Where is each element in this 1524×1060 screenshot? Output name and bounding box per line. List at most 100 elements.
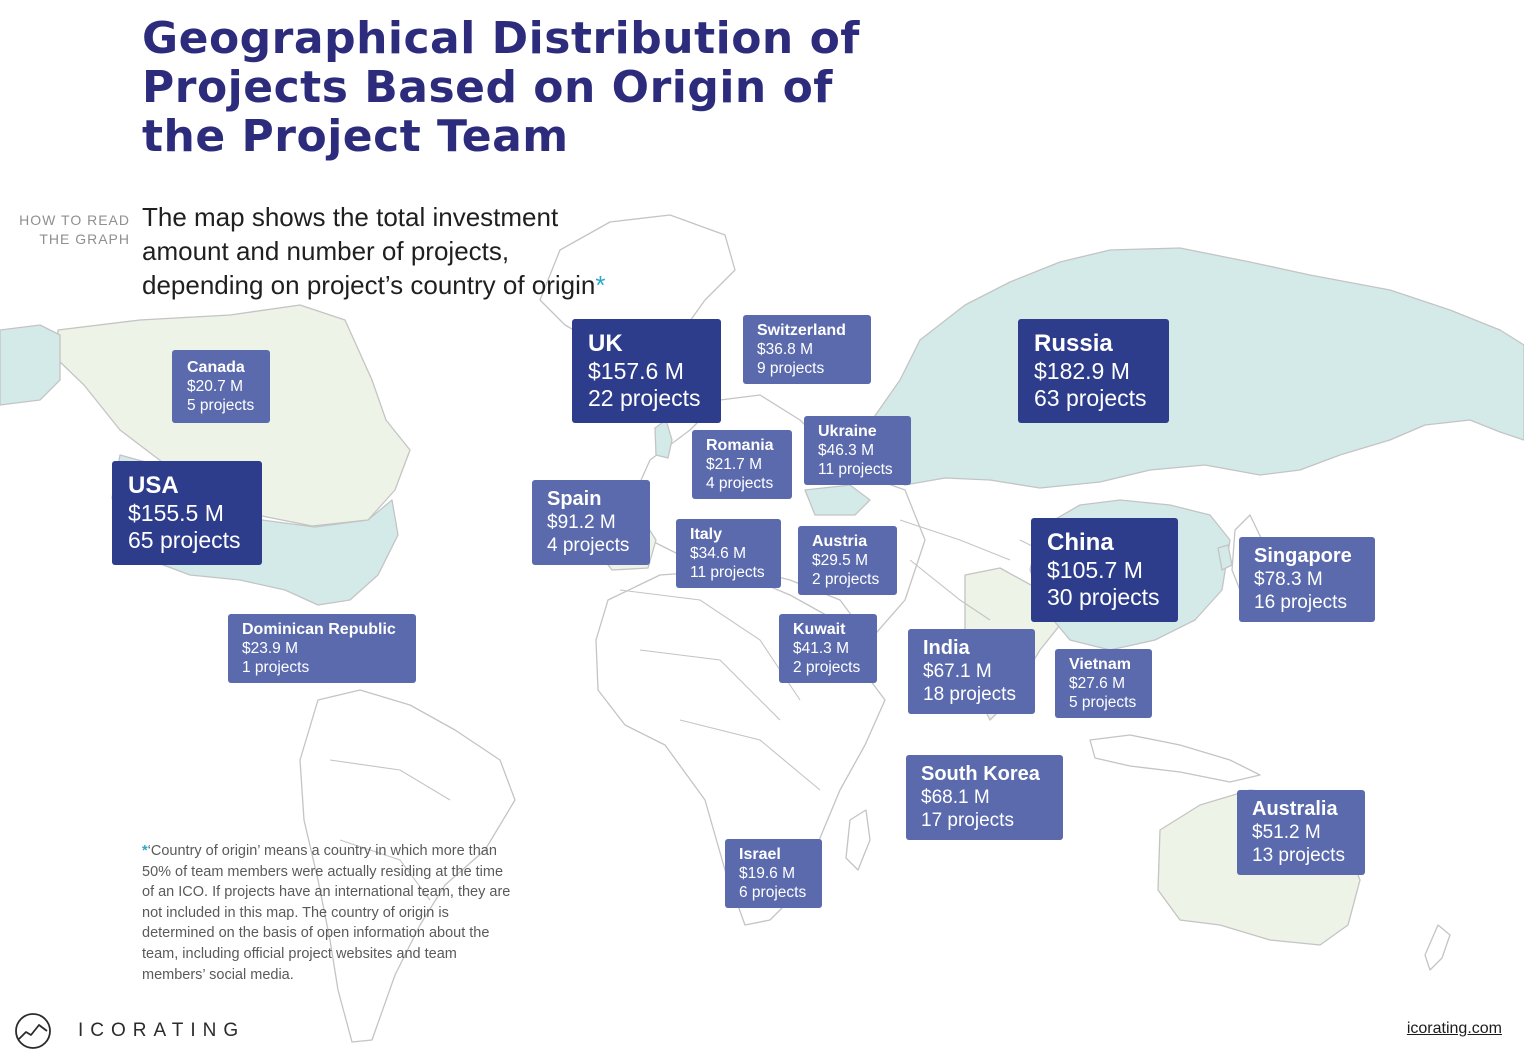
callout-australia: Australia $51.2 M 13 projects — [1237, 790, 1365, 875]
footnote: *‘Country of origin’ means a country in … — [142, 841, 512, 985]
footnote-text: ‘Country of origin’ means a country in w… — [142, 843, 511, 983]
country-name: UK — [588, 330, 623, 357]
country-projects: 4 projects — [547, 535, 630, 556]
callout-india: India $67.1 M 18 projects — [908, 629, 1035, 714]
country-projects: 63 projects — [1034, 385, 1147, 411]
country-name: Spain — [547, 488, 602, 510]
indonesia-shape — [1089, 734, 1261, 783]
callout-uk: UK $157.6 M 22 projects — [572, 319, 721, 423]
russia-shape — [861, 247, 1524, 489]
callout-kuwait: Kuwait $41.3 M 2 projects — [779, 614, 877, 683]
intro-text: The map shows the total investment amoun… — [142, 200, 612, 302]
country-name: Canada — [187, 359, 245, 376]
country-name: China — [1047, 529, 1114, 556]
south-america-shape — [299, 689, 516, 1043]
country-projects: 11 projects — [690, 564, 765, 581]
country-projects: 22 projects — [588, 385, 701, 411]
alaska-shape — [0, 324, 61, 406]
border-line-9 — [909, 559, 991, 621]
country-projects: 4 projects — [706, 475, 774, 492]
country-name: South Korea — [921, 763, 1040, 785]
country-amount: $105.7 M — [1047, 557, 1143, 583]
country-amount: $155.5 M — [128, 500, 224, 526]
border-line-6 — [899, 519, 1011, 561]
country-amount: $182.9 M — [1034, 358, 1130, 384]
new-zealand-shape — [1424, 924, 1451, 971]
callout-south-korea: South Korea $68.1 M 17 projects — [906, 755, 1063, 840]
country-name: USA — [128, 472, 179, 499]
country-projects: 5 projects — [1069, 694, 1137, 711]
country-name: Russia — [1034, 330, 1113, 357]
country-name: Australia — [1252, 798, 1338, 820]
icorating-logo-icon — [15, 1013, 51, 1049]
uk-shape — [654, 419, 673, 459]
country-projects: 9 projects — [757, 360, 825, 377]
callout-canada: Canada $20.7 M 5 projects — [172, 350, 270, 423]
south-korea-shape — [1217, 544, 1233, 571]
callout-russia: Russia $182.9 M 63 projects — [1018, 319, 1169, 423]
footnote-asterisk: * — [142, 843, 148, 859]
callout-dominican-republic: Dominican Republic $23.9 M 1 projects — [228, 614, 416, 683]
callout-china: China $105.7 M 30 projects — [1031, 518, 1178, 622]
border-line-3 — [679, 719, 821, 791]
border-line-5 — [339, 839, 431, 901]
country-projects: 18 projects — [923, 684, 1016, 705]
how-to-read-label: HOW TO READ THE GRAPH — [19, 212, 130, 247]
country-projects: 65 projects — [128, 527, 241, 553]
callout-romania: Romania $21.7 M 4 projects — [692, 430, 792, 499]
callout-ukraine: Ukraine $46.3 M 11 projects — [804, 416, 911, 485]
border-line-2 — [639, 649, 781, 721]
country-projects: 5 projects — [187, 397, 255, 414]
country-amount: $29.5 M — [812, 552, 869, 569]
country-name: Dominican Republic — [242, 621, 396, 638]
country-amount: $41.3 M — [793, 640, 850, 657]
intro-asterisk: * — [595, 270, 606, 300]
callout-austria: Austria $29.5 M 2 projects — [798, 526, 897, 595]
callout-israel: Israel $19.6 M 6 projects — [725, 839, 822, 908]
country-amount: $51.2 M — [1252, 822, 1321, 843]
country-name: Italy — [690, 526, 723, 543]
page-title: Geographical Distribution of Projects Ba… — [142, 13, 860, 162]
country-name: Switzerland — [757, 322, 846, 339]
country-amount: $67.1 M — [923, 661, 992, 682]
country-name: Israel — [739, 846, 781, 863]
country-projects: 13 projects — [1252, 845, 1345, 866]
country-amount: $68.1 M — [921, 787, 990, 808]
country-projects: 30 projects — [1047, 584, 1160, 610]
brand-logo: ICORATING — [14, 1012, 244, 1052]
country-name: Austria — [812, 533, 868, 550]
country-name: Ukraine — [818, 423, 877, 440]
country-amount: $46.3 M — [818, 442, 875, 459]
country-projects: 2 projects — [793, 659, 861, 676]
country-amount: $27.6 M — [1069, 675, 1126, 692]
intro-body: The map shows the total investment amoun… — [142, 202, 596, 300]
country-name: India — [923, 637, 970, 659]
country-amount: $19.6 M — [739, 865, 796, 882]
country-name: Romania — [706, 437, 774, 454]
callout-vietnam: Vietnam $27.6 M 5 projects — [1055, 649, 1152, 718]
country-amount: $157.6 M — [588, 358, 684, 384]
callout-spain: Spain $91.2 M 4 projects — [532, 480, 650, 565]
country-name: Vietnam — [1069, 656, 1131, 673]
callout-italy: Italy $34.6 M 11 projects — [676, 519, 781, 588]
country-name: Kuwait — [793, 621, 846, 638]
website-link[interactable]: icorating.com — [1406, 1020, 1502, 1037]
callout-singapore: Singapore $78.3 M 16 projects — [1239, 537, 1375, 622]
madagascar-shape — [845, 809, 871, 871]
border-line-4 — [329, 759, 451, 801]
ukraine-shape — [804, 484, 871, 516]
country-amount: $36.8 M — [757, 341, 814, 358]
country-amount: $21.7 M — [706, 456, 763, 473]
country-amount: $23.9 M — [242, 640, 299, 657]
country-name: Singapore — [1254, 545, 1352, 567]
country-amount: $20.7 M — [187, 378, 244, 395]
country-projects: 6 projects — [739, 884, 807, 901]
country-amount: $78.3 M — [1254, 569, 1323, 590]
country-projects: 11 projects — [818, 461, 893, 478]
country-amount: $91.2 M — [547, 512, 616, 533]
brand-name: ICORATING — [78, 1020, 246, 1041]
country-amount: $34.6 M — [690, 545, 747, 562]
country-projects: 1 projects — [242, 659, 310, 676]
callout-usa: USA $155.5 M 65 projects — [112, 461, 262, 565]
country-projects: 17 projects — [921, 810, 1014, 831]
